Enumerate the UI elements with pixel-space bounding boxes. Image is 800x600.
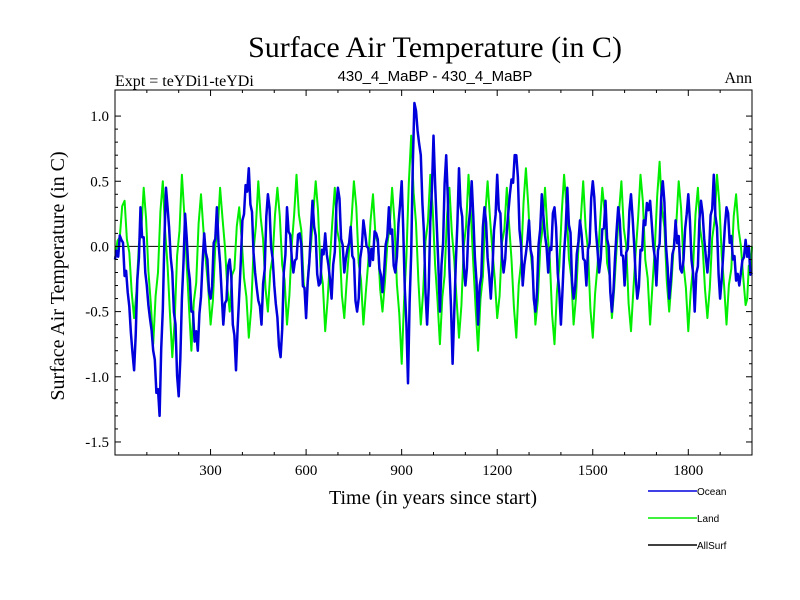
y-tick-label: 0.5 xyxy=(90,174,109,190)
subtitle-right: Ann xyxy=(724,70,752,87)
series-line-land xyxy=(114,134,753,365)
y-tick-label: -1.5 xyxy=(85,435,109,451)
x-tick-label: 600 xyxy=(295,463,318,479)
y-tick-label: 1.0 xyxy=(90,109,109,125)
subtitle-center: 430_4_MaBP - 430_4_MaBP xyxy=(338,68,533,85)
axes: 300 600 900 1200 1500 1800 1.0 0.5 0.0 -0.5 -1.0 -1… xyxy=(85,90,752,479)
chart-title: Surface Air Temperature (in C) xyxy=(248,31,622,64)
x-tick-label: 1800 xyxy=(673,463,703,479)
y-tick-label: -1.0 xyxy=(85,370,109,386)
x-axis-label: Time (in years since start) xyxy=(329,487,537,509)
legend-label-land: Land xyxy=(697,514,719,525)
x-tick-label: 1200 xyxy=(482,463,512,479)
series-line-ocean xyxy=(113,101,754,418)
y-axis-label: Surface Air Temperature (in C) xyxy=(47,151,69,400)
plot-area xyxy=(113,101,754,418)
y-tick-label: 0.0 xyxy=(90,239,109,255)
legend-label-ocean: Ocean xyxy=(697,487,726,498)
legend: Ocean Land AllSurf xyxy=(648,487,727,552)
subtitle-left: Expt = teYDi1-teYDi xyxy=(115,73,254,90)
x-tick-label: 900 xyxy=(390,463,413,479)
legend-label-allsurf: AllSurf xyxy=(697,541,727,552)
x-tick-label: 300 xyxy=(199,463,222,479)
x-tick-label: 1500 xyxy=(578,463,608,479)
y-tick-label: -0.5 xyxy=(85,305,109,321)
